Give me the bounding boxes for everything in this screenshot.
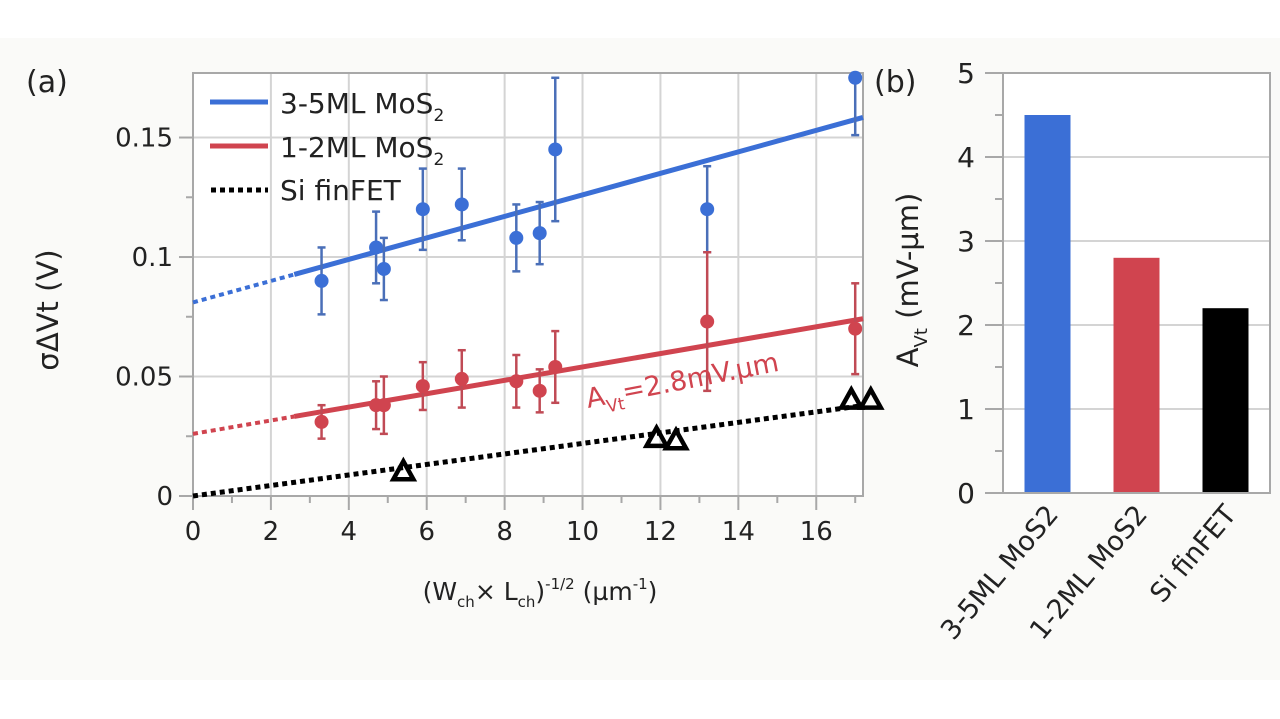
data-point-triangle — [389, 456, 418, 482]
panel-a-grid — [193, 73, 863, 496]
y-tick-label: 3 — [957, 225, 975, 258]
legend-label-si-finfet: Si finFET — [280, 174, 402, 207]
panel-b-label: (b) — [874, 65, 916, 100]
y-tick-label: 0.15 — [115, 124, 173, 154]
data-point — [532, 226, 547, 241]
panel-b-y-axis-label: AVt (mV-µm) — [891, 193, 932, 368]
data-point — [848, 321, 863, 336]
data-point — [376, 261, 391, 276]
panel-a-plot-area — [193, 73, 863, 496]
legend-label-3-5ml: 3-5ML MoS2 — [280, 87, 444, 126]
panel-b-y-tick-labels: 0 1 2 3 4 5 — [957, 57, 975, 510]
x-tick-label: 2 — [263, 517, 280, 547]
panel-a-x-axis-label: (Wch× Lch)-1/2 (µm-1) — [423, 575, 658, 611]
data-point — [532, 383, 547, 398]
y-tick-label: 0.1 — [132, 243, 173, 273]
legend-label-1-2ml: 1-2ML MoS2 — [280, 131, 444, 170]
panel-a-plot-frame — [192, 72, 864, 497]
y-tick-label: 5 — [957, 57, 975, 90]
panel-a-data-points — [314, 70, 885, 482]
y-tick-label: 2 — [957, 309, 975, 342]
x-tick-label: 14 — [722, 517, 755, 547]
y-tick-label: 0 — [156, 482, 173, 512]
bar — [1024, 115, 1071, 493]
fit-line-dotted — [192, 403, 864, 499]
y-tick-label: 0 — [957, 477, 975, 510]
fit-line — [293, 316, 864, 419]
data-point — [700, 314, 715, 329]
x-tick-label: 16 — [800, 517, 833, 547]
panel-a-ticks — [179, 136, 857, 510]
panel-a-label: (a) — [26, 65, 68, 100]
data-point — [548, 142, 563, 157]
data-point — [454, 371, 469, 386]
data-point — [700, 202, 715, 217]
y-tick-label: 4 — [957, 141, 975, 174]
panel-a: (a) 3-5ML MoS2 1-2ML MoS2 Si finFET 0 2 4 6… — [26, 65, 885, 611]
data-point-triangle — [662, 425, 690, 451]
data-point-triangle — [642, 423, 671, 449]
panel-b-ticks — [985, 72, 1003, 494]
bar — [1202, 308, 1249, 493]
fit-line — [293, 115, 864, 277]
data-point — [509, 374, 524, 389]
data-point — [548, 359, 563, 374]
x-tick-label: 6 — [418, 517, 435, 547]
x-tick-label: 8 — [496, 517, 513, 547]
x-tick-label: 12 — [644, 517, 677, 547]
panel-b-bars — [1024, 115, 1249, 493]
y-tick-label: 0.05 — [115, 363, 173, 393]
data-point — [848, 70, 863, 85]
data-point — [415, 379, 430, 394]
panel-a-y-axis-label: σΔVt (V) — [31, 249, 65, 370]
data-point — [454, 197, 469, 212]
data-point — [314, 414, 329, 429]
data-point — [376, 398, 391, 413]
data-point — [369, 240, 384, 255]
data-point-triangle — [837, 384, 866, 410]
data-point — [314, 273, 329, 288]
panel-a-x-tick-labels: 0 2 4 6 8 10 12 14 16 — [185, 517, 833, 547]
x-tick-label: 4 — [341, 517, 358, 547]
data-point — [415, 202, 430, 217]
data-point-triangle — [856, 384, 885, 410]
x-tick-label: 0 — [185, 517, 202, 547]
panel-a-legend: 3-5ML MoS2 1-2ML MoS2 Si finFET — [210, 87, 444, 207]
bar — [1113, 257, 1160, 493]
panel-a-y-tick-labels: 0 0.05 0.1 0.15 — [115, 124, 173, 512]
y-tick-label: 1 — [957, 393, 975, 426]
panel-a-fit-lines — [192, 115, 864, 499]
fit-line-extrapolated — [192, 414, 295, 436]
x-tick-label: Si finFET — [1144, 499, 1243, 609]
data-point — [509, 230, 524, 245]
x-tick-label: 10 — [566, 517, 599, 547]
